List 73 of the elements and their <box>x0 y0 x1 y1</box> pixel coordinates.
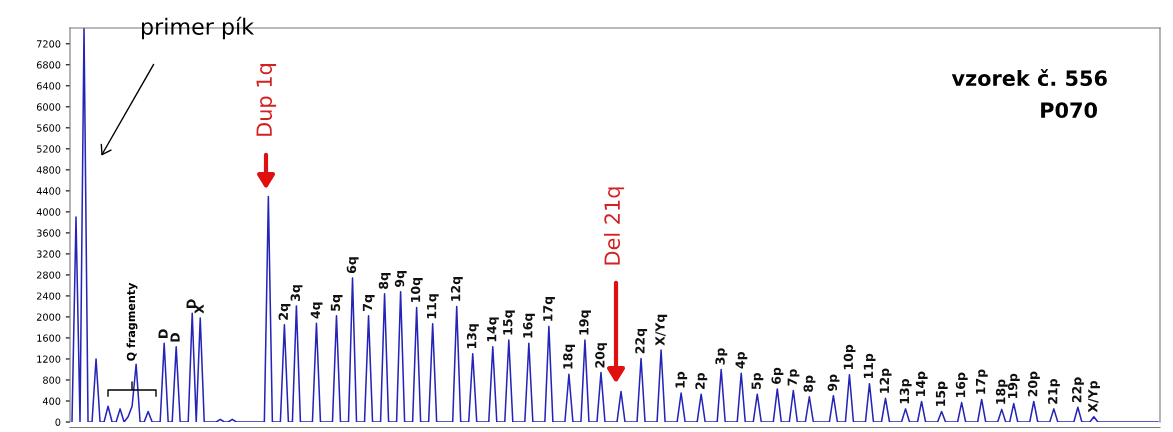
x-tick-label: 6p <box>771 367 784 384</box>
annotation: vzorek č. 556 <box>951 69 1107 87</box>
x-tick-label: 7p <box>787 369 800 386</box>
x-tick-label: X/Yp <box>1088 380 1100 413</box>
x-tick-label: 10p <box>843 344 856 370</box>
x-tick-label: 16p <box>955 372 968 397</box>
x-tick-label: 16q <box>523 313 535 338</box>
x-tick-label: 14q <box>487 317 499 342</box>
x-tick-label: 18q <box>563 344 575 369</box>
y-tick-label: 7200 <box>37 40 61 48</box>
y-tick-label: 3200 <box>36 250 61 258</box>
x-tick-label: 22p <box>1072 377 1084 403</box>
x-tick-label: D <box>170 332 180 342</box>
x-tick-label: D <box>158 329 168 338</box>
x-tick-label: X/Yq <box>655 314 668 346</box>
x-tick-label: 4q <box>310 302 323 319</box>
x-tick-label: 5p <box>751 372 764 390</box>
x-tick-label: 10q <box>410 278 423 302</box>
y-tick-label: 2400 <box>36 292 61 300</box>
x-tick-label: 11q <box>427 294 439 319</box>
y-tick-label: 4400 <box>36 187 61 195</box>
x-tick-label: 17q <box>543 296 555 321</box>
x-tick-label: 2q <box>278 304 291 320</box>
x-tick-label: 12p <box>879 368 892 393</box>
x-tick-label: 17p <box>976 369 988 394</box>
x-tick-label: 21p <box>1047 378 1060 404</box>
y-tick-label: 2000 <box>36 313 61 321</box>
x-tick-label: 15p <box>935 381 948 406</box>
y-tick-label: 1200 <box>37 355 61 363</box>
y-tick-label: 3600 <box>36 229 61 237</box>
x-tick-label: 5q <box>330 295 343 311</box>
x-tick-label: X <box>194 304 204 314</box>
annotation: Dup 1q <box>256 64 277 136</box>
annotation: primer pík <box>142 16 255 40</box>
x-tick-label: 12q <box>450 276 463 301</box>
x-tick-label: 11p <box>863 353 876 379</box>
x-tick-label: 3p <box>715 348 728 365</box>
y-tick-label: 4000 <box>36 208 61 216</box>
annotation: P070 <box>1041 102 1097 119</box>
annotation: Q fragmenty <box>126 282 138 361</box>
x-tick-label: 8q <box>378 273 391 289</box>
x-tick-label: 20p <box>1027 371 1040 397</box>
x-tick-label: 13q <box>466 324 479 349</box>
x-tick-label: 15q <box>503 310 515 335</box>
y-tick-label: 2800 <box>36 271 61 279</box>
x-tick-label: D <box>186 299 196 308</box>
x-tick-label: 6q <box>346 257 359 274</box>
x-tick-label: 9q <box>394 270 407 287</box>
y-tick-label: 800 <box>43 376 61 384</box>
x-tick-label: 1p <box>675 371 688 388</box>
y-tick-label: 6400 <box>36 82 61 90</box>
annotation: Del 21q <box>603 187 625 265</box>
y-tick-label: 5600 <box>36 124 61 132</box>
y-tick-label: 6000 <box>36 103 61 111</box>
y-tick-label: 0 <box>55 418 61 426</box>
x-tick-label: 3q <box>290 285 303 301</box>
x-tick-label: 9p <box>827 374 840 391</box>
x-tick-label: 19p <box>1007 373 1020 399</box>
y-tick-label: 5200 <box>36 145 61 153</box>
x-tick-label: 14p <box>915 371 928 396</box>
x-tick-label: 7q <box>362 295 375 311</box>
x-tick-label: 13p <box>899 378 912 404</box>
x-tick-label: 22q <box>635 328 648 354</box>
x-tick-label: 4p <box>735 351 748 369</box>
y-tick-label: 1600 <box>37 334 61 342</box>
x-tick-label: 18p <box>995 379 1008 404</box>
y-tick-label: 400 <box>42 397 61 405</box>
y-tick-label: 4800 <box>36 166 61 174</box>
x-tick-label: 19q <box>579 310 591 335</box>
x-tick-label: 8p <box>803 375 816 392</box>
y-tick-label: 6800 <box>36 61 61 69</box>
x-tick-label: 20q <box>595 343 608 368</box>
x-tick-label: 2p <box>695 372 708 389</box>
